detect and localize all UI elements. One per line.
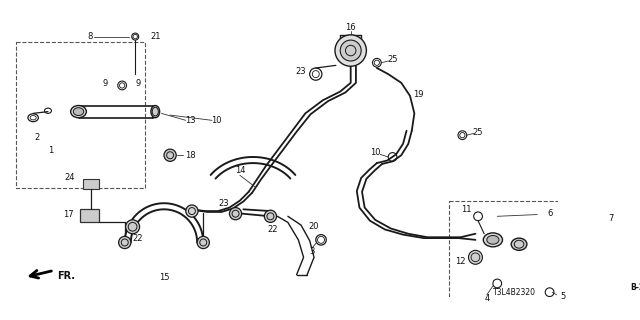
Bar — [16, 42, 145, 188]
Bar — [80, 209, 99, 221]
Text: 3: 3 — [310, 247, 315, 256]
Ellipse shape — [151, 106, 159, 118]
Bar — [589, 236, 625, 284]
Text: 6: 6 — [547, 209, 552, 218]
Text: 2: 2 — [34, 133, 39, 142]
Circle shape — [118, 236, 131, 249]
Text: 12: 12 — [455, 257, 466, 266]
Text: 20: 20 — [309, 222, 319, 231]
Text: 14: 14 — [235, 165, 245, 175]
Text: 11: 11 — [461, 205, 472, 214]
Text: B-23: B-23 — [631, 283, 640, 292]
Circle shape — [125, 220, 140, 234]
Circle shape — [468, 250, 483, 264]
Bar — [449, 201, 602, 305]
Text: T3L4B2320: T3L4B2320 — [493, 288, 536, 297]
Circle shape — [335, 35, 366, 66]
Text: 10: 10 — [211, 116, 221, 125]
Circle shape — [164, 149, 176, 161]
Ellipse shape — [511, 238, 527, 250]
Text: 22: 22 — [267, 225, 277, 234]
Ellipse shape — [586, 232, 600, 256]
Text: 4: 4 — [484, 294, 490, 303]
Text: 21: 21 — [150, 32, 161, 41]
Circle shape — [186, 205, 198, 217]
Text: 1: 1 — [48, 146, 53, 156]
Text: 9: 9 — [102, 79, 108, 88]
Text: 7: 7 — [608, 213, 613, 222]
Text: FR.: FR. — [57, 271, 75, 281]
Text: 24: 24 — [65, 173, 75, 182]
Text: 25: 25 — [473, 128, 483, 137]
Text: 16: 16 — [346, 23, 356, 32]
Text: 23: 23 — [218, 199, 228, 208]
Text: 18: 18 — [185, 151, 195, 160]
Ellipse shape — [487, 236, 499, 244]
Text: 22: 22 — [132, 234, 143, 243]
Circle shape — [197, 236, 209, 249]
Text: 17: 17 — [63, 210, 74, 219]
Text: 19: 19 — [413, 90, 424, 99]
Text: 9: 9 — [135, 79, 140, 88]
Text: 5: 5 — [560, 292, 565, 301]
Ellipse shape — [73, 108, 84, 116]
Text: 25: 25 — [387, 55, 398, 64]
Text: 10: 10 — [370, 148, 380, 157]
Text: 8: 8 — [87, 32, 93, 41]
Text: 15: 15 — [159, 273, 169, 282]
Circle shape — [264, 210, 276, 222]
Bar — [580, 218, 622, 275]
Text: 23: 23 — [296, 67, 307, 76]
Ellipse shape — [70, 106, 86, 118]
Bar — [83, 179, 99, 189]
Text: 13: 13 — [185, 116, 195, 125]
Circle shape — [229, 208, 242, 220]
Ellipse shape — [483, 233, 502, 247]
Circle shape — [340, 40, 361, 61]
